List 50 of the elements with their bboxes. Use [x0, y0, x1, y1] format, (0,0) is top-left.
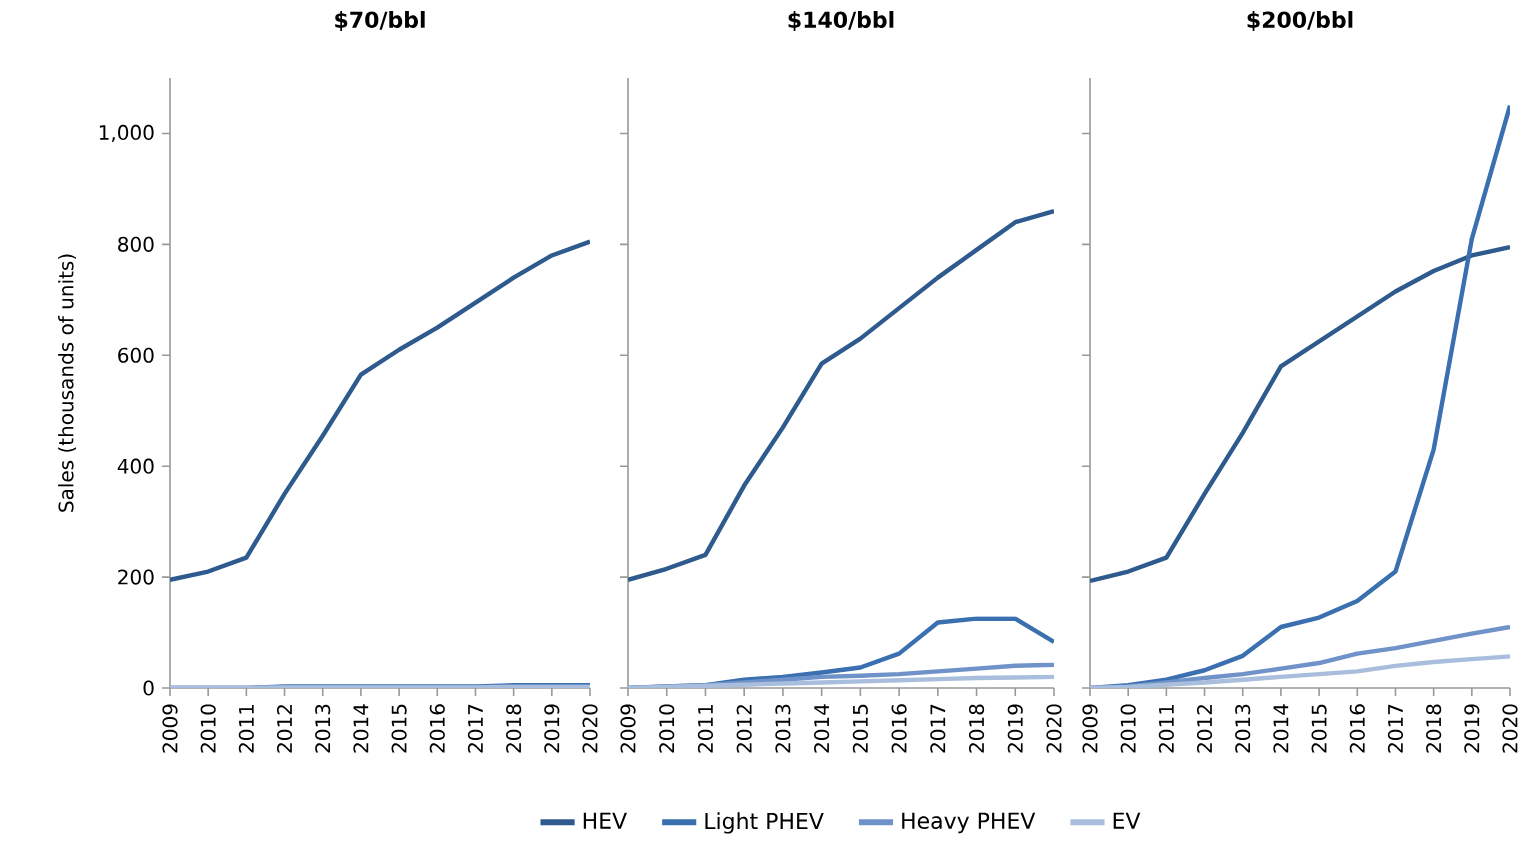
x-tick-label: 2010 — [1120, 704, 1136, 753]
x-tick-label: 2016 — [1349, 704, 1365, 753]
x-tick-label: 2019 — [544, 704, 560, 753]
x-tick-label: 2013 — [775, 704, 791, 753]
x-tick-label: 2017 — [467, 704, 484, 753]
x-tick-label: 2014 — [1273, 704, 1289, 753]
x-tick-label: 2010 — [200, 704, 216, 753]
x-tick-label: 2017 — [930, 704, 946, 753]
x-tick-label: 2013 — [315, 704, 331, 753]
x-tick-label: 2020 — [582, 704, 598, 753]
chart-title: $140/bbl — [788, 10, 894, 31]
x-tick-label: 2012 — [736, 705, 752, 753]
y-axis-title: Sales (thousands of units) — [58, 254, 76, 512]
legend-label: HEV — [583, 812, 627, 829]
x-tick-label: 2019 — [1007, 704, 1023, 753]
x-tick-label: 2010 — [659, 704, 675, 753]
x-tick-label: 2011 — [1158, 704, 1174, 753]
x-tick-label: 2015 — [391, 704, 407, 753]
x-tick-label: 2009 — [1082, 704, 1098, 753]
x-tick-label: 2019 — [1464, 704, 1480, 753]
legend-label: EV — [1113, 812, 1141, 829]
x-tick-label: 2020 — [1046, 704, 1062, 753]
x-tick-label: 2012 — [276, 705, 293, 753]
x-tick-label: 2018 — [968, 704, 985, 753]
legend-label: Heavy PHEV — [902, 812, 1036, 834]
legend-label: Light PHEV — [705, 812, 824, 834]
x-tick-label: 2013 — [1235, 704, 1251, 753]
y-tick-label: 800 — [118, 236, 154, 252]
chart-title: $70/bbl — [335, 10, 425, 31]
x-tick-label: 2020 — [1502, 704, 1518, 753]
x-tick-label: 2012 — [1196, 705, 1213, 753]
x-tick-label: 2011 — [697, 704, 714, 753]
y-tick-label: 0 — [143, 680, 154, 696]
y-tick-label: 600 — [118, 347, 154, 363]
y-tick-label: 200 — [118, 569, 154, 585]
x-tick-label: 2009 — [162, 704, 178, 753]
x-tick-label: 2009 — [620, 704, 636, 753]
x-tick-label: 2016 — [429, 704, 445, 753]
x-tick-label: 2015 — [1311, 704, 1327, 753]
y-tick-label: 1,000 — [99, 124, 154, 143]
x-tick-label: 2017 — [1387, 704, 1404, 753]
chart-title: $200/bbl — [1247, 10, 1353, 31]
x-tick-label: 2015 — [852, 704, 868, 753]
x-tick-label: 2018 — [1426, 704, 1442, 753]
x-tick-label: 2018 — [506, 704, 522, 753]
x-tick-label: 2014 — [353, 704, 369, 753]
y-tick-label: 400 — [117, 458, 154, 474]
x-tick-label: 2014 — [814, 704, 830, 753]
x-tick-label: 2011 — [238, 704, 254, 753]
x-tick-label: 2016 — [891, 704, 907, 753]
